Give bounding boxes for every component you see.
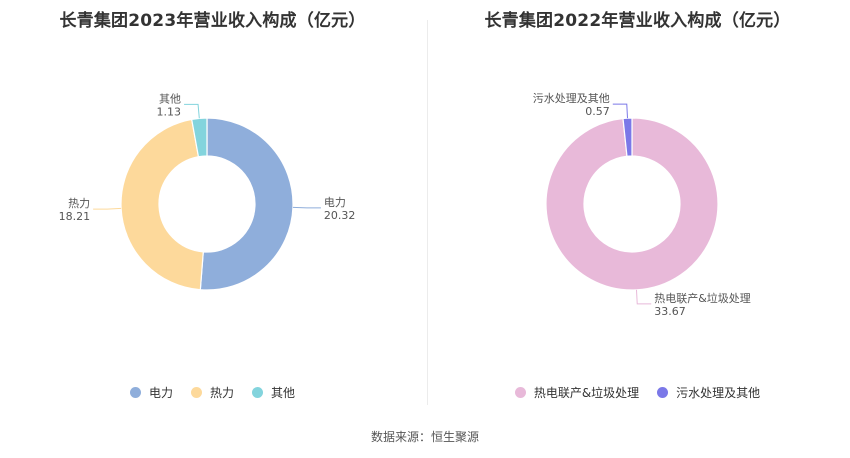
slice-0-0 [199, 117, 294, 291]
legend-dot-icon [190, 387, 202, 398]
slice-1-0 [545, 117, 719, 291]
leader-line-0-2 [184, 103, 200, 119]
chart-2023-legend: 电力 热力 其他 [0, 384, 425, 401]
chart-2023-title: 长青集团2023年营业收入构成（亿元） [59, 11, 366, 31]
slice-0-1 [120, 118, 204, 291]
legend-item-1-1[interactable]: 污水处理及其他 [657, 384, 760, 401]
legend-dot-icon [514, 387, 526, 398]
legend-item-0-0[interactable]: 电力 [129, 384, 173, 401]
legend-item-0-2[interactable]: 其他 [252, 384, 295, 401]
chart-2022-legend: 热电联产&垃圾处理 污水处理及其他 [425, 384, 850, 401]
slice-label-0-0: 电力 [324, 196, 346, 209]
legend-dot-icon [657, 387, 669, 398]
slice-value-1-1: 0.57 [585, 105, 610, 118]
slice-value-0-2: 1.13 [157, 105, 182, 118]
slice-value-0-1: 18.21 [59, 210, 91, 223]
slice-label-1-1: 污水处理及其他 [533, 92, 610, 105]
legend-label: 电力 [148, 386, 173, 400]
leader-line-0-0 [292, 206, 321, 209]
slice-1-1 [622, 117, 633, 157]
leader-line-1-1 [612, 103, 629, 119]
chart-2022-panel: 长青集团2022年营业收入构成（亿元） 热电联产&垃圾处理 33.67 污水处理及其… [425, 0, 850, 410]
legend-label: 其他 [271, 386, 296, 400]
legend-dot-icon [129, 387, 141, 398]
legend-label: 热电联产&垃圾处理 [533, 386, 640, 400]
legend-item-1-0[interactable]: 热电联产&垃圾处理 [514, 384, 640, 401]
slice-value-1-0: 33.67 [654, 305, 686, 318]
legend-label: 热力 [209, 386, 234, 400]
legend-item-0-1[interactable]: 热力 [190, 384, 234, 401]
slice-0-2 [190, 117, 208, 158]
chart-2022-title: 长青集团2022年营业收入构成（亿元） [484, 11, 791, 31]
legend-label: 污水处理及其他 [676, 386, 761, 400]
legend-dot-icon [252, 387, 263, 398]
slice-label-0-2: 其他 [159, 92, 181, 105]
panel-divider [427, 20, 428, 405]
leader-line-1-0 [635, 289, 652, 305]
slice-label-0-1: 热力 [68, 197, 90, 210]
slice-value-0-0: 20.32 [324, 209, 356, 222]
chart-2023-panel: 长青集团2023年营业收入构成（亿元） 电力 20.32 热力 18.21 其他 1.13… [0, 0, 425, 410]
data-source: 数据来源：恒生聚源 [370, 430, 479, 444]
leader-line-0-1 [93, 207, 122, 210]
slice-label-1-0: 热电联产&垃圾处理 [654, 291, 751, 305]
